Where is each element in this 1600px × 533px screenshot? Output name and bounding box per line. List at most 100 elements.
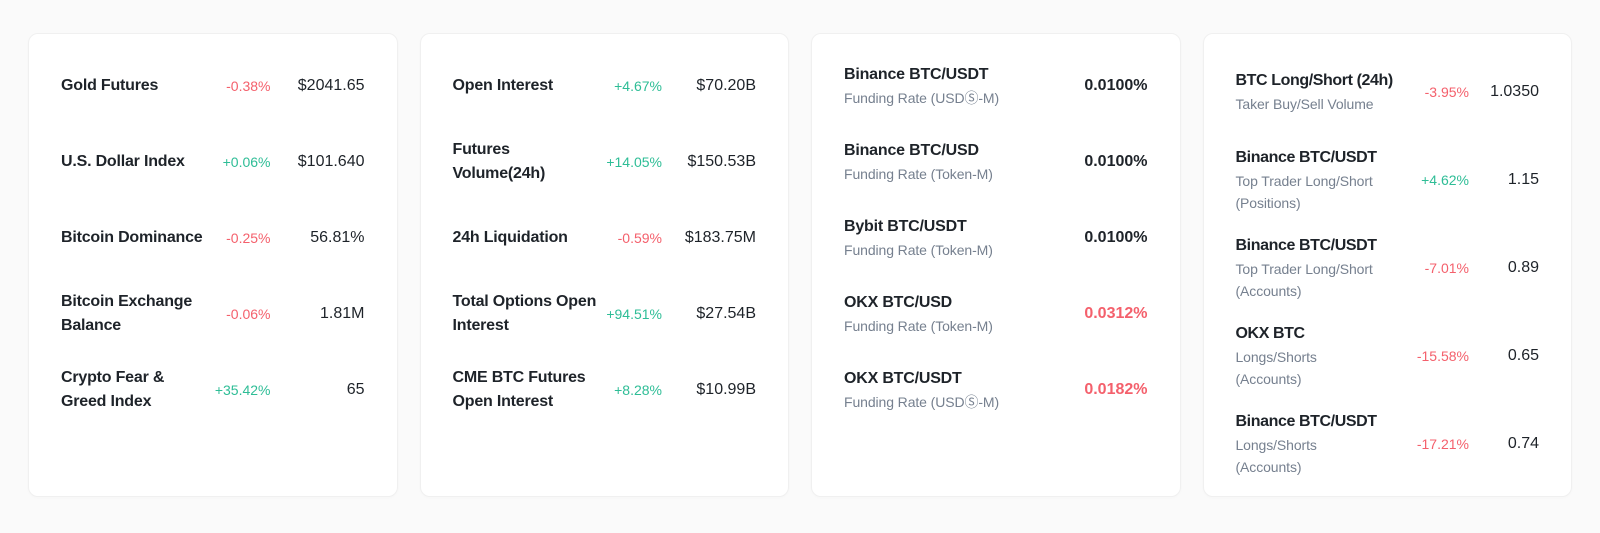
pair-info: OKX BTC Longs/Shorts (Accounts)	[1236, 322, 1317, 390]
pair-subtitle: Taker Buy/Sell Volume	[1235, 96, 1374, 112]
pair-title: OKX BTC/USDT	[844, 370, 962, 387]
metric-label: Gold Futures	[61, 77, 159, 94]
change-percent: +4.62%	[1421, 172, 1469, 188]
pair-title: Binance BTC/USDT	[844, 66, 989, 83]
metric-value: 0.74	[1507, 435, 1539, 452]
ratio-row[interactable]: OKX BTC Longs/Shorts (Accounts) -15.58% 0.65	[1236, 312, 1540, 400]
metric-label: U.S. Dollar Index	[61, 153, 185, 170]
funding-rate-row[interactable]: Bybit BTC/USDT Funding Rate (Token-M) 0.01…	[844, 200, 1148, 276]
metric-row[interactable]: Gold Futures -0.38% $2041.65	[61, 48, 365, 124]
change-percent: +8.28%	[614, 382, 662, 398]
metric-label: Open Interest	[452, 77, 554, 94]
futures-data-card: Open Interest +4.67% $70.20B Futures Volume(…	[419, 33, 789, 497]
metric-label: CME BTC Futures Open Interest	[452, 369, 586, 410]
change-percent: -3.95%	[1424, 84, 1469, 100]
pair-subtitle: Top Trader Long/Short (Positions)	[1235, 173, 1373, 211]
funding-rate-row[interactable]: OKX BTC/USD Funding Rate (Token-M) 0.0312%	[844, 276, 1148, 352]
change-percent: -15.58%	[1416, 348, 1469, 364]
metric-value: 0.89	[1507, 259, 1539, 276]
funding-rate-row[interactable]: Binance BTC/USDT Funding Rate (USDⓈ-M) 0.0…	[844, 48, 1148, 124]
metric-value: 0.0100%	[1084, 153, 1148, 170]
pair-subtitle: Funding Rate (USDⓈ-M)	[844, 394, 1000, 410]
metric-row[interactable]: Crypto Fear & Greed Index +35.42% 65	[61, 352, 365, 428]
metric-label: 24h Liquidation	[452, 229, 568, 246]
metric-row[interactable]: Bitcoin Exchange Balance -0.06% 1.81M	[61, 276, 365, 352]
metric-value: 1.15	[1507, 171, 1539, 188]
metric-row[interactable]: Futures Volume(24h) +14.05% $150.53B	[453, 124, 757, 200]
metric-value: $70.20B	[696, 77, 756, 94]
change-percent: -0.38%	[226, 78, 271, 94]
metric-label: Total Options Open Interest	[452, 293, 597, 334]
metric-value: $101.640	[297, 153, 365, 170]
pair-subtitle: Longs/Shorts (Accounts)	[1235, 437, 1317, 475]
metric-value: 0.0100%	[1084, 77, 1148, 94]
metric-row[interactable]: Open Interest +4.67% $70.20B	[453, 48, 757, 124]
metric-row[interactable]: Total Options Open Interest +94.51% $27.54B	[453, 276, 757, 352]
long-short-ratios-card: BTC Long/Short (24h) Taker Buy/Sell Volum…	[1202, 33, 1572, 497]
pair-title: Binance BTC/USD	[844, 142, 979, 159]
pair-info: Binance BTC/USDT Funding Rate (USDⓈ-M)	[844, 63, 999, 109]
pair-info: OKX BTC/USD Funding Rate (Token-M)	[844, 291, 993, 337]
metric-label: Futures Volume(24h)	[452, 141, 546, 182]
ratio-row[interactable]: Binance BTC/USDT Longs/Shorts (Accounts) -1…	[1236, 400, 1540, 488]
change-percent: +0.06%	[222, 154, 271, 170]
metric-value: $10.99B	[696, 381, 756, 398]
metric-value: 56.81%	[310, 229, 365, 246]
pair-subtitle: Top Trader Long/Short (Accounts)	[1235, 261, 1373, 299]
pair-title: BTC Long/Short (24h)	[1235, 72, 1394, 89]
pair-title: OKX BTC/USD	[844, 294, 953, 311]
metric-value: $150.53B	[687, 153, 756, 170]
change-percent: -0.59%	[617, 230, 662, 246]
metric-value: $183.75M	[684, 229, 756, 246]
pair-info: Binance BTC/USDT Longs/Shorts (Accounts)	[1235, 410, 1378, 478]
change-percent: +14.05%	[606, 154, 662, 170]
pair-title: Binance BTC/USDT	[1235, 149, 1378, 166]
metric-value: $27.54B	[696, 305, 756, 322]
metric-row[interactable]: Bitcoin Dominance -0.25% 56.81%	[61, 200, 365, 276]
ratio-row[interactable]: Binance BTC/USDT Top Trader Long/Short (Ac…	[1236, 224, 1540, 312]
metric-value: 0.0312%	[1084, 305, 1148, 322]
funding-rate-row[interactable]: Binance BTC/USD Funding Rate (Token-M) 0.0…	[844, 124, 1148, 200]
metric-label: Crypto Fear & Greed Index	[61, 369, 165, 410]
metric-value: 0.65	[1507, 347, 1539, 364]
metric-row[interactable]: U.S. Dollar Index +0.06% $101.640	[61, 124, 365, 200]
pair-info: Binance BTC/USD Funding Rate (Token-M)	[844, 139, 993, 185]
change-percent: +4.67%	[614, 78, 662, 94]
pair-info: BTC Long/Short (24h) Taker Buy/Sell Volum…	[1235, 69, 1394, 115]
metric-row[interactable]: 24h Liquidation -0.59% $183.75M	[453, 200, 757, 276]
pair-info: Binance BTC/USDT Top Trader Long/Short (Po…	[1235, 146, 1378, 214]
metric-value: 1.0350	[1490, 83, 1539, 100]
metric-label: Bitcoin Exchange Balance	[61, 293, 193, 334]
change-percent: -17.21%	[1416, 436, 1469, 452]
pair-title: OKX BTC	[1235, 325, 1306, 342]
funding-rate-row[interactable]: OKX BTC/USDT Funding Rate (USDⓈ-M) 0.0182%	[844, 352, 1148, 428]
pair-info: Bybit BTC/USDT Funding Rate (Token-M)	[844, 215, 993, 261]
metric-value: 0.0100%	[1084, 229, 1148, 246]
change-percent: -7.01%	[1424, 260, 1469, 276]
metric-value: 0.0182%	[1084, 381, 1148, 398]
pair-subtitle: Funding Rate (Token-M)	[844, 166, 993, 182]
pair-subtitle: Funding Rate (USDⓈ-M)	[844, 90, 1000, 106]
pair-title: Bybit BTC/USDT	[844, 218, 967, 235]
funding-rates-card: Binance BTC/USDT Funding Rate (USDⓈ-M) 0.0…	[811, 33, 1181, 497]
ratio-row[interactable]: BTC Long/Short (24h) Taker Buy/Sell Volum…	[1236, 48, 1540, 136]
pair-info: OKX BTC/USDT Funding Rate (USDⓈ-M)	[844, 367, 999, 413]
ratio-row[interactable]: Binance BTC/USDT Top Trader Long/Short (Po…	[1236, 136, 1540, 224]
market-indicators-card: Gold Futures -0.38% $2041.65 U.S. Dollar In…	[28, 33, 398, 497]
pair-subtitle: Funding Rate (Token-M)	[844, 318, 993, 334]
change-percent: +35.42%	[214, 382, 271, 398]
pair-subtitle: Longs/Shorts (Accounts)	[1235, 349, 1317, 387]
pair-subtitle: Funding Rate (Token-M)	[844, 242, 993, 258]
pair-info: Binance BTC/USDT Top Trader Long/Short (Ac…	[1235, 234, 1378, 302]
metric-row[interactable]: CME BTC Futures Open Interest +8.28% $10.99…	[453, 352, 757, 428]
pair-title: Binance BTC/USDT	[1235, 413, 1378, 430]
change-percent: +94.51%	[606, 306, 662, 322]
pair-title: Binance BTC/USDT	[1235, 237, 1378, 254]
change-percent: -0.25%	[226, 230, 271, 246]
metric-label: Bitcoin Dominance	[61, 229, 203, 246]
metric-value: 65	[346, 381, 365, 398]
metric-value: $2041.65	[297, 77, 365, 94]
change-percent: -0.06%	[226, 306, 271, 322]
metric-value: 1.81M	[320, 305, 365, 322]
